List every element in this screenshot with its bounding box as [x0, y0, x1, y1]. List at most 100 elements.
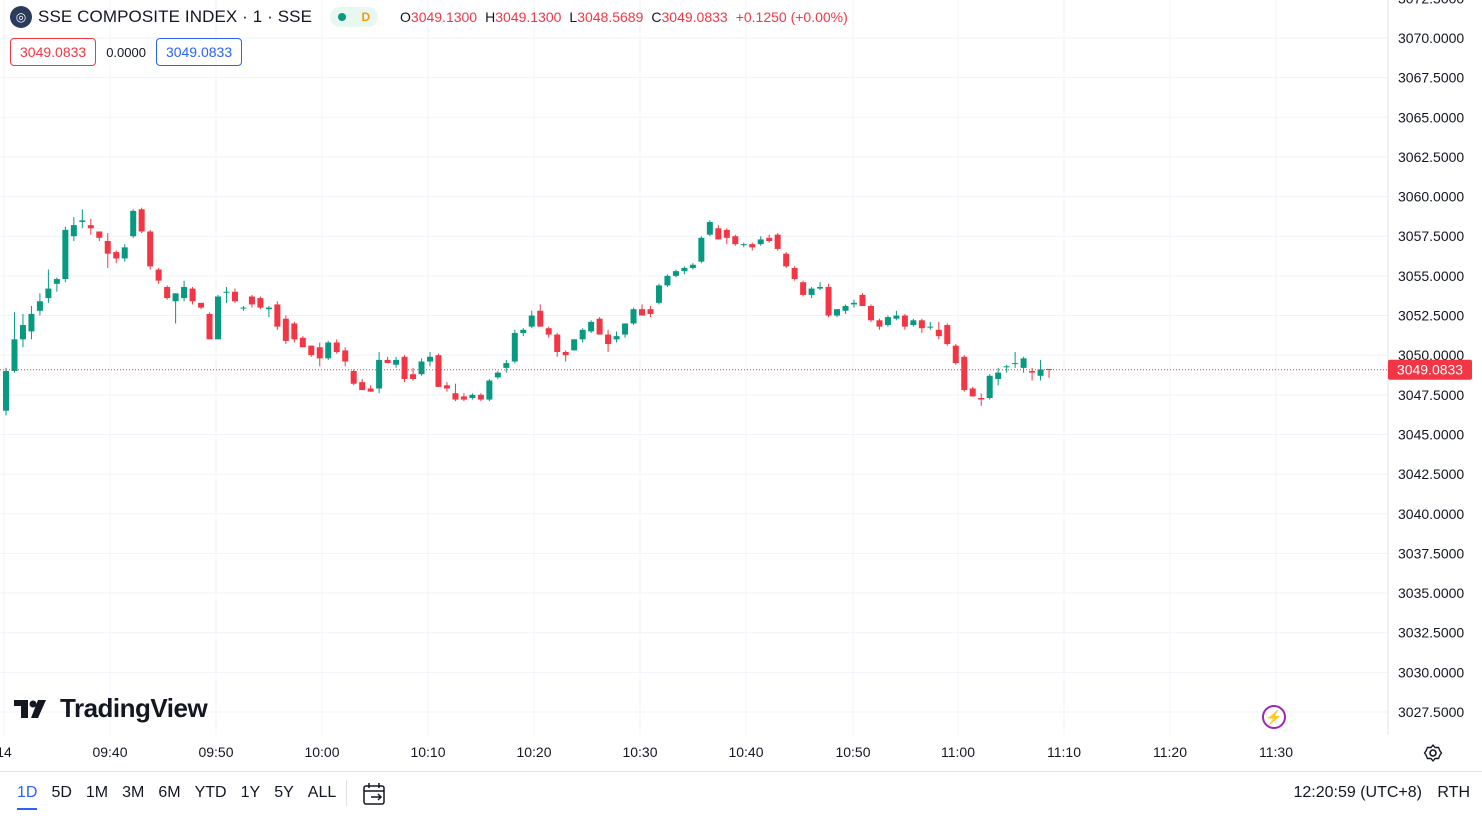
- candle-body: [952, 345, 959, 364]
- x-tick-label: 10:10: [410, 744, 445, 760]
- candle-body: [520, 329, 527, 333]
- candle-body: [961, 356, 968, 391]
- x-tick-label: 10:00: [304, 744, 339, 760]
- delayed-label: D: [361, 10, 371, 24]
- candle-body: [435, 355, 442, 387]
- candle-body: [715, 228, 722, 240]
- candle-body: [757, 239, 764, 245]
- candle-body: [401, 356, 408, 379]
- sell-button[interactable]: 3049.0833: [10, 38, 97, 66]
- low-value: 3048.5689: [577, 9, 644, 25]
- range-tab-3m[interactable]: 3M: [122, 784, 145, 801]
- market-open-dot-icon: [337, 13, 346, 21]
- session-toggle[interactable]: RTH: [1437, 784, 1470, 801]
- settings-icon[interactable]: [1423, 743, 1443, 763]
- candle-body: [427, 356, 433, 362]
- x-tick-label: 10:30: [622, 744, 657, 760]
- high-label: H: [485, 9, 496, 25]
- go-to-date-icon[interactable]: [362, 781, 388, 807]
- candle-body: [622, 323, 629, 335]
- candle-body: [121, 247, 128, 259]
- candle-body: [613, 336, 620, 340]
- market-status-badge[interactable]: D: [330, 7, 379, 27]
- candle-body: [418, 361, 425, 375]
- candle-body: [588, 321, 595, 332]
- candle-body: [87, 225, 94, 229]
- y-tick-label: 3030.0000: [1398, 664, 1464, 680]
- symbol-title[interactable]: SSE COMPOSITE INDEX · 1 · SSE: [38, 7, 313, 26]
- candle-body: [1046, 368, 1053, 370]
- candle-body: [655, 285, 662, 303]
- candle-body: [978, 397, 985, 400]
- candle-body: [1012, 363, 1019, 365]
- y-tick-label: 3065.0000: [1398, 109, 1464, 125]
- buy-button[interactable]: 3049.0833: [155, 38, 243, 66]
- candle-body: [935, 329, 942, 337]
- candle-body: [554, 334, 561, 353]
- candle-body: [791, 267, 798, 280]
- range-tab-6m[interactable]: 6M: [158, 784, 181, 801]
- high-value: 3049.1300: [495, 9, 562, 25]
- candle-body: [1003, 366, 1010, 368]
- x-tick-label: 09:50: [198, 744, 233, 760]
- range-tab-ytd[interactable]: YTD: [194, 784, 227, 801]
- open-value: 3049.1300: [410, 9, 478, 25]
- candle-body: [130, 210, 137, 237]
- trade-buttons: 3049.0833 0.0000 3049.0833: [10, 38, 243, 66]
- candle-body: [494, 372, 501, 378]
- candle-body: [851, 302, 857, 305]
- x-tick-label: 10:50: [835, 744, 870, 760]
- candle-body: [79, 220, 86, 222]
- y-tick-label: 3062.5000: [1398, 149, 1464, 165]
- y-tick-label: 3032.5000: [1398, 625, 1464, 641]
- range-tab-all[interactable]: ALL: [307, 784, 337, 801]
- candle-body: [308, 345, 315, 356]
- candle-body: [11, 339, 18, 372]
- candle-body: [282, 318, 289, 341]
- candle-body: [884, 317, 891, 326]
- watermark-text: TradingView: [60, 693, 208, 723]
- tradingview-watermark[interactable]: TradingView: [14, 693, 208, 724]
- lightning-icon[interactable]: ⚡: [1262, 705, 1286, 729]
- candle-body: [545, 328, 552, 335]
- candle-body: [825, 286, 832, 316]
- candle-body: [1037, 369, 1044, 376]
- range-tab-1d[interactable]: 1D: [10, 784, 44, 810]
- timezone-clock[interactable]: 12:20:59 (UTC+8): [1293, 784, 1422, 801]
- y-tick-label: 3047.5000: [1398, 387, 1464, 403]
- toolbar-divider: [346, 780, 347, 806]
- candle-body: [698, 237, 705, 262]
- y-tick-label: 3067.5000: [1398, 70, 1464, 86]
- candle-body: [503, 363, 510, 368]
- low-label: L: [569, 9, 578, 25]
- candle-body: [893, 315, 900, 319]
- candle-body: [579, 329, 586, 340]
- x-tick-label: 11:00: [941, 744, 975, 760]
- candle-body: [783, 253, 790, 267]
- range-tab-1m[interactable]: 1M: [85, 784, 109, 801]
- candle-body: [316, 347, 323, 359]
- candle-body: [986, 375, 993, 398]
- candle-body: [376, 359, 383, 389]
- y-tick-label: 3072.5000: [1398, 0, 1464, 6]
- candle-body: [206, 313, 213, 340]
- candle-body: [672, 271, 679, 276]
- x-tick-label: 09:40: [92, 744, 127, 760]
- candle-body: [96, 231, 103, 238]
- candle-body: [231, 291, 238, 302]
- candle-body: [571, 339, 578, 351]
- candle-body: [944, 325, 951, 345]
- candle-body: [867, 306, 874, 321]
- candle-body: [918, 320, 925, 329]
- candle-body: [240, 307, 247, 309]
- candle-body: [359, 382, 366, 391]
- candle-body: [172, 293, 179, 302]
- range-tab-5y[interactable]: 5Y: [274, 784, 294, 801]
- candle-body: [469, 394, 476, 398]
- range-tab-1y[interactable]: 1Y: [240, 784, 261, 801]
- candle-body: [104, 240, 111, 254]
- range-tab-5d[interactable]: 5D: [51, 784, 72, 801]
- candle-body: [1020, 358, 1027, 368]
- y-tick-label: 3070.0000: [1398, 30, 1464, 46]
